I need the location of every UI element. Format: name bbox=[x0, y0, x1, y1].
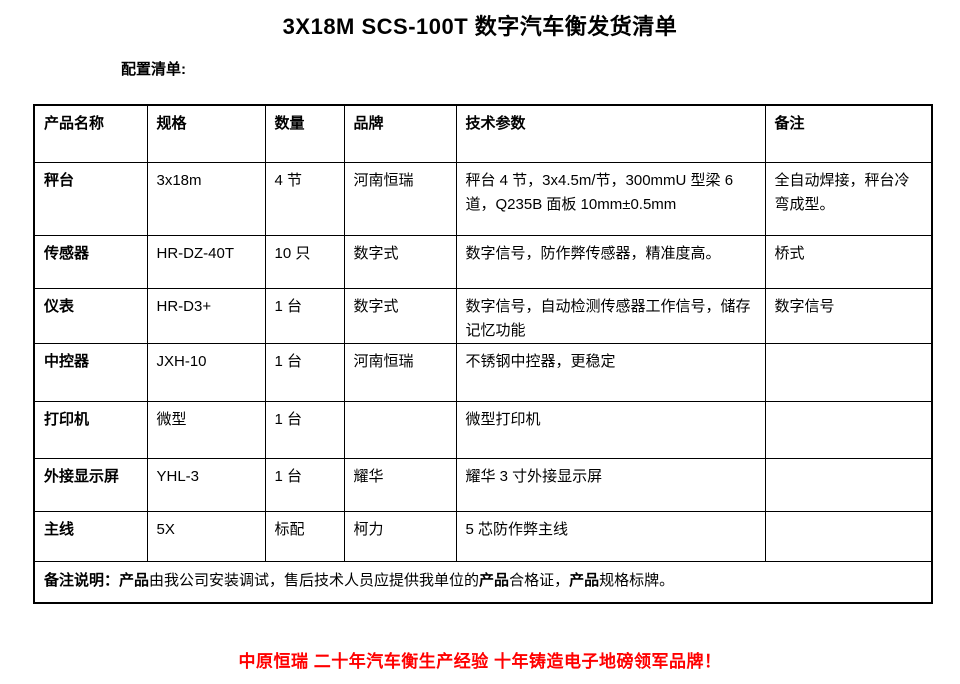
footer-note-segment: 合格证， bbox=[509, 571, 570, 589]
spec-table: 产品名称 规格 数量 品牌 技术参数 备注 秤台 3x18m 4 节河南恒瑞 秤台 4 节，3x… bbox=[33, 104, 933, 604]
cell-note: 桥式 bbox=[764, 234, 933, 289]
cell-note bbox=[764, 457, 933, 512]
table-row: 打印机 微型 1 台 微型打印机 bbox=[33, 400, 933, 459]
footer-note-segment: 产品 bbox=[119, 571, 150, 589]
table-row: 仪表 HR-D3+ 1 台数字式 数字信号，自动检测传感器工作信号，储存记忆功能 数字信… bbox=[33, 287, 933, 344]
column-header-spec: 规格 bbox=[146, 104, 266, 163]
cell-name: 打印机 bbox=[33, 400, 148, 459]
cell-tech: 数字信号，防作弊传感器，精准度高。 bbox=[455, 234, 766, 289]
footer-note-segment: 备注说明： bbox=[44, 571, 120, 589]
cell-tech: 数字信号，自动检测传感器工作信号，储存记忆功能 bbox=[455, 287, 766, 344]
cell-tech: 5 芯防作弊主线 bbox=[455, 510, 766, 562]
cell-brand: 数字式 bbox=[343, 287, 457, 344]
cell-tech: 微型打印机 bbox=[455, 400, 766, 459]
cell-spec: JXH-10 bbox=[146, 342, 266, 402]
footer-note-segment: 规格标牌。 bbox=[599, 571, 675, 589]
cell-qty: 1 台 bbox=[264, 342, 345, 402]
column-header-name: 产品名称 bbox=[33, 104, 148, 163]
cell-tech: 不锈钢中控器，更稳定 bbox=[455, 342, 766, 402]
footer-note: 备注说明：产品由我公司安装调试，售后技术人员应提供我单位的产品合格证，产品规格标… bbox=[33, 560, 933, 604]
cell-name: 传感器 bbox=[33, 234, 148, 289]
cell-name: 仪表 bbox=[33, 287, 148, 344]
cell-qty: 1 台 bbox=[264, 400, 345, 459]
cell-spec: HR-D3+ bbox=[146, 287, 266, 344]
cell-brand: 数字式 bbox=[343, 234, 457, 289]
cell-tech: 秤台 4 节，3x4.5m/节，300mmU 型梁 6 道，Q235B 面板 1… bbox=[455, 161, 766, 236]
cell-brand bbox=[343, 400, 457, 459]
cell-name: 秤台 bbox=[33, 161, 148, 236]
document-title: 3X18M SCS-100T 数字汽车衡发货清单 bbox=[282, 14, 678, 39]
cell-spec: HR-DZ-40T bbox=[146, 234, 266, 289]
cell-note bbox=[764, 510, 933, 562]
table-row: 秤台 3x18m 4 节河南恒瑞 秤台 4 节，3x4.5m/节，300mmU 型梁 … bbox=[33, 161, 933, 236]
cell-qty: 4 节 bbox=[264, 161, 345, 236]
cell-qty: 10 只 bbox=[264, 234, 345, 289]
cell-name: 主线 bbox=[33, 510, 148, 562]
cell-brand: 河南恒瑞 bbox=[343, 161, 457, 236]
cell-tech: 耀华 3 寸外接显示屏 bbox=[455, 457, 766, 512]
cell-note bbox=[764, 342, 933, 402]
table-row: 中控器 JXH-10 1 台河南恒瑞 不锈钢中控器，更稳定 bbox=[33, 342, 933, 402]
cell-name: 外接显示屏 bbox=[33, 457, 148, 512]
column-header-brand: 品牌 bbox=[343, 104, 457, 163]
table-footer-row: 备注说明：产品由我公司安装调试，售后技术人员应提供我单位的产品合格证，产品规格标… bbox=[33, 560, 933, 604]
footer-note-segment: 由我公司安装调试，售后技术人员应提供我单位的 bbox=[149, 571, 480, 589]
cell-note: 数字信号 bbox=[764, 287, 933, 344]
cell-qty: 标配 bbox=[264, 510, 345, 562]
footer-note-segment: 产品 bbox=[479, 571, 510, 589]
cell-note: 全自动焊接，秤台冷弯成型。 bbox=[764, 161, 933, 236]
column-header-qty: 数量 bbox=[264, 104, 345, 163]
column-header-note: 备注 bbox=[764, 104, 933, 163]
cell-brand: 耀华 bbox=[343, 457, 457, 512]
cell-spec: 3x18m bbox=[146, 161, 266, 236]
cell-qty: 1 台 bbox=[264, 287, 345, 344]
column-header-tech: 技术参数 bbox=[455, 104, 766, 163]
cell-spec: YHL-3 bbox=[146, 457, 266, 512]
cell-name: 中控器 bbox=[33, 342, 148, 402]
cell-note bbox=[764, 400, 933, 459]
table-row: 主线 5X 标配 柯力 5 芯防作弊主线 bbox=[33, 510, 933, 562]
config-list-label: 配置清单: bbox=[121, 61, 186, 78]
footer-note-segment: 产品 bbox=[569, 571, 600, 589]
cell-spec: 微型 bbox=[146, 400, 266, 459]
cell-qty: 1 台 bbox=[264, 457, 345, 512]
table-header-row: 产品名称 规格 数量 品牌 技术参数 备注 bbox=[33, 104, 933, 163]
table-row: 外接显示屏 YHL-3 1 台耀华 耀华 3 寸外接显示屏 bbox=[33, 457, 933, 512]
cell-brand: 柯力 bbox=[343, 510, 457, 562]
table-body: 秤台 3x18m 4 节河南恒瑞 秤台 4 节，3x4.5m/节，300mmU 型梁 … bbox=[33, 161, 933, 604]
cell-brand: 河南恒瑞 bbox=[343, 342, 457, 402]
table-row: 传感器 HR-DZ-40T 10 只数字式 数字信号，防作弊传感器，精准度高。 桥式 bbox=[33, 234, 933, 289]
brand-slogan: 中原恒瑞 二十年汽车衡生产经验 十年铸造电子地磅领军品牌！ bbox=[238, 652, 722, 671]
cell-spec: 5X bbox=[146, 510, 266, 562]
